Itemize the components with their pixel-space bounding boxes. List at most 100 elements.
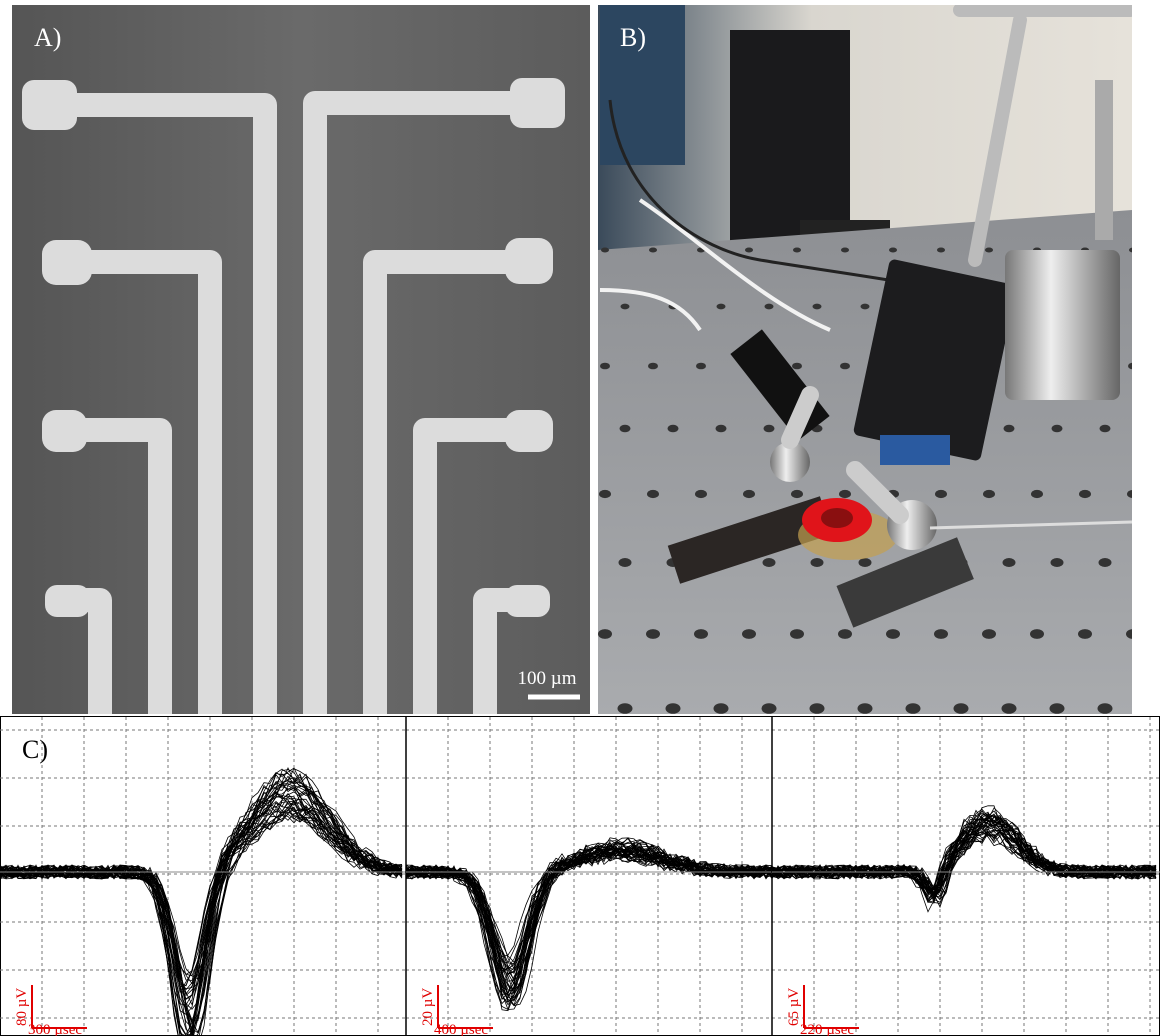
hole: [1147, 558, 1160, 567]
hole: [790, 629, 804, 639]
hole: [1146, 703, 1160, 714]
hole: [861, 304, 870, 310]
hole: [745, 248, 753, 253]
hole: [886, 629, 900, 639]
hole: [1031, 490, 1043, 498]
pad: [505, 585, 550, 617]
hole: [838, 629, 852, 639]
panel-b: B): [597, 5, 1160, 792]
hole: [1099, 558, 1112, 567]
hole: [793, 248, 801, 253]
hole: [764, 425, 775, 432]
hole: [1098, 703, 1113, 714]
hole: [717, 304, 726, 310]
hole: [694, 629, 708, 639]
hole: [668, 425, 679, 432]
hole: [937, 248, 945, 253]
weight: [1005, 250, 1120, 400]
hole: [762, 703, 777, 714]
hole: [1127, 490, 1139, 498]
pad: [42, 240, 92, 285]
hole: [934, 629, 948, 639]
hole: [619, 558, 632, 567]
hole: [618, 703, 633, 714]
hole: [906, 703, 921, 714]
rod: [1095, 80, 1113, 240]
hole: [792, 363, 802, 370]
device-box: [730, 30, 850, 245]
hole: [601, 248, 609, 253]
scale-duration: 300 µsec: [28, 1022, 82, 1036]
hole: [889, 248, 897, 253]
hole: [765, 304, 774, 310]
hole: [1052, 425, 1063, 432]
hole: [598, 629, 612, 639]
pad: [22, 80, 77, 130]
panel-label: C): [22, 735, 48, 764]
hole: [859, 558, 872, 567]
pad: [510, 78, 565, 128]
hole: [716, 425, 727, 432]
hole: [763, 558, 776, 567]
hole: [985, 248, 993, 253]
scale-amplitude: 80 µV: [14, 988, 30, 1026]
hole: [743, 490, 755, 498]
well-inner: [821, 508, 853, 528]
panel-label: B): [620, 23, 646, 52]
hole: [841, 248, 849, 253]
hole: [1079, 490, 1091, 498]
scale-duration: 220 µsec: [800, 1022, 854, 1036]
hole: [1128, 363, 1138, 370]
hole: [1100, 425, 1111, 432]
connector: [880, 435, 950, 465]
hole: [1004, 425, 1015, 432]
hole: [1078, 629, 1092, 639]
hole: [649, 248, 657, 253]
figure: A) 100 µm B) 80 µV300 µsec20 µV400 µsec6: [0, 0, 1160, 1036]
hole: [621, 304, 630, 310]
hole: [810, 703, 825, 714]
hole: [813, 304, 822, 310]
hole: [1126, 629, 1140, 639]
panel-a: A) 100 µm: [12, 5, 590, 720]
pad: [42, 410, 87, 452]
hole: [1129, 248, 1137, 253]
hole: [646, 629, 660, 639]
hole: [599, 490, 611, 498]
hole: [648, 363, 658, 370]
hole: [1050, 703, 1065, 714]
hole: [695, 490, 707, 498]
hole: [791, 490, 803, 498]
hole: [839, 490, 851, 498]
hole: [1030, 629, 1044, 639]
panel-label: A): [34, 23, 61, 52]
hole: [742, 629, 756, 639]
hole: [666, 703, 681, 714]
hole: [647, 490, 659, 498]
hole: [1051, 558, 1064, 567]
hole: [1003, 558, 1016, 567]
scale-amplitude: 20 µV: [420, 988, 436, 1026]
pad: [45, 585, 90, 617]
hole: [620, 425, 631, 432]
hole: [1149, 304, 1158, 310]
scale-amplitude: 65 µV: [786, 988, 802, 1026]
hole: [840, 363, 850, 370]
hole: [1148, 425, 1159, 432]
hole: [954, 703, 969, 714]
hole: [696, 363, 706, 370]
hole: [983, 490, 995, 498]
scale-bar-label: 100 µm: [518, 668, 577, 689]
hole: [935, 490, 947, 498]
hole: [714, 703, 729, 714]
pad: [505, 238, 553, 284]
hole: [858, 703, 873, 714]
hole: [811, 558, 824, 567]
hole: [1002, 703, 1017, 714]
page: A) 100 µm B) 80 µV300 µsec20 µV400 µsec6: [0, 0, 1160, 1036]
scale-duration: 400 µsec: [434, 1022, 488, 1036]
hole: [600, 363, 610, 370]
pad: [505, 410, 553, 452]
hole: [982, 629, 996, 639]
